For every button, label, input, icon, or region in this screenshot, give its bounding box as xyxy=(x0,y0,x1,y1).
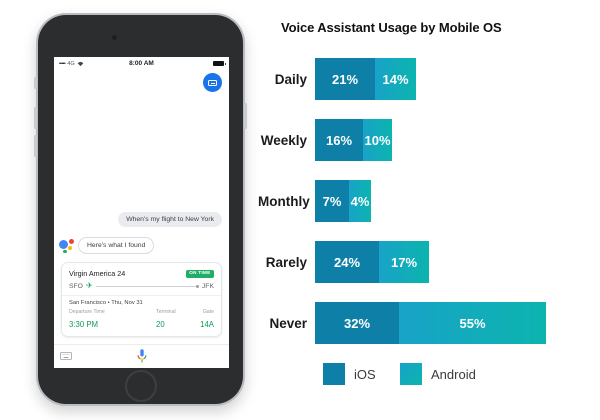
bar-category-label: Rarely xyxy=(265,254,307,270)
assistant-chat-bubble: Here's what I found xyxy=(78,237,155,254)
flight-route: SFO ✈ JFK xyxy=(69,282,214,290)
bar-segment: 55% xyxy=(399,302,546,344)
chart-bar-row: Rarely 24% 17% xyxy=(258,241,593,283)
battery-icon xyxy=(213,61,226,66)
bar-track: 16% 10% xyxy=(315,119,392,161)
bar-value-label: 4% xyxy=(350,193,370,209)
phone-body: ••••• 4G 8:00 AM When's my flight to New… xyxy=(34,15,247,404)
google-assistant-icon xyxy=(59,238,74,254)
bar-category-label: Daily xyxy=(274,71,307,87)
phone-screen: ••••• 4G 8:00 AM When's my flight to New… xyxy=(54,57,229,368)
flight-card-header: Virgin America 24 ON TIME xyxy=(69,269,214,278)
gate-label: Gate xyxy=(202,309,214,315)
chart-bar-row: Daily 21% 14% xyxy=(258,58,593,100)
status-badge: ON TIME xyxy=(185,269,214,278)
volume-down-button[interactable] xyxy=(34,135,37,157)
bar-segment: 14% xyxy=(375,58,416,100)
status-bar: ••••• 4G 8:00 AM xyxy=(54,57,229,70)
assistant-row: Here's what I found xyxy=(59,237,155,254)
flight-detail-values: 3:30 PM 20 14A xyxy=(69,318,214,329)
bar-track: 32% 55% xyxy=(315,302,546,344)
bar-segment: 17% xyxy=(379,241,429,283)
gate-value: 14A xyxy=(200,320,214,329)
flight-subtitle: San Francisco • Thu, Nov 31 xyxy=(69,300,143,306)
status-left: ••••• 4G xyxy=(59,61,129,67)
terminal-value: 20 xyxy=(156,320,165,329)
flight-detail-labels: Departure Time Terminal Gate xyxy=(69,309,214,315)
legend-label-ios: iOS xyxy=(354,366,376,382)
power-button[interactable] xyxy=(244,103,247,129)
terminal-label: Terminal xyxy=(156,309,176,315)
bar-value-label: 21% xyxy=(331,71,359,87)
plane-icon: ✈ xyxy=(85,281,93,290)
front-camera xyxy=(112,35,117,40)
volume-up-button[interactable] xyxy=(34,107,37,129)
mic-button[interactable] xyxy=(136,348,148,365)
bar-value-label: 55% xyxy=(459,315,486,331)
inbox-button[interactable] xyxy=(203,73,222,92)
status-right xyxy=(154,61,226,66)
legend-swatch-ios xyxy=(323,363,345,385)
destination-code: JFK xyxy=(201,282,214,290)
clock-label: 8:00 AM xyxy=(129,60,154,67)
network-type-label: 4G xyxy=(67,60,75,67)
bar-segment: 24% xyxy=(315,241,379,283)
voice-assistant-chart: Voice Assistant Usage by Mobile OS Daily… xyxy=(258,20,593,385)
home-button[interactable] xyxy=(124,370,157,402)
bar-value-label: 17% xyxy=(390,254,418,270)
bar-segment: 21% xyxy=(315,58,375,100)
input-bar xyxy=(54,344,229,368)
bar-segment: 16% xyxy=(315,119,363,161)
legend-item-ios: iOS xyxy=(323,363,383,385)
departure-value: 3:30 PM xyxy=(69,320,99,329)
bar-track: 24% 17% xyxy=(315,241,429,283)
flight-card[interactable]: Virgin America 24 ON TIME SFO ✈ JFK San … xyxy=(61,262,222,337)
inbox-icon xyxy=(208,79,217,86)
bar-value-label: 10% xyxy=(364,132,391,148)
bar-segment: 7% xyxy=(315,180,349,222)
legend-item-android: Android xyxy=(400,363,476,385)
flight-title: Virgin America 24 xyxy=(69,269,126,278)
bar-value-label: 32% xyxy=(343,315,371,331)
signal-strength-icon: ••••• xyxy=(59,60,66,67)
chart-title: Voice Assistant Usage by Mobile OS xyxy=(281,20,502,35)
departure-label: Departure Time xyxy=(69,309,105,315)
chart-bar-row: Weekly 16% 10% xyxy=(258,119,593,161)
bar-category-label: Monthly xyxy=(258,193,310,209)
bar-value-label: 14% xyxy=(382,71,409,87)
keyboard-button[interactable] xyxy=(60,352,72,360)
phone-mockup: ••••• 4G 8:00 AM When's my flight to New… xyxy=(34,13,247,406)
mute-switch[interactable] xyxy=(34,77,37,89)
chart-legend: iOS Android xyxy=(323,363,593,385)
bar-segment: 4% xyxy=(349,180,371,222)
bar-track: 7% 4% xyxy=(315,180,371,222)
user-chat-bubble: When's my flight to New York xyxy=(118,212,222,227)
bar-segment: 10% xyxy=(363,119,392,161)
chart-bar-row: Never 32% 55% xyxy=(258,302,593,344)
legend-swatch-android xyxy=(400,363,422,385)
chart-bar-row: Monthly 7% 4% xyxy=(258,180,593,222)
divider xyxy=(62,295,221,296)
bar-value-label: 16% xyxy=(325,132,353,148)
bar-category-label: Never xyxy=(269,315,307,331)
bar-value-label: 7% xyxy=(322,193,342,209)
bar-value-label: 24% xyxy=(333,254,361,270)
bar-category-label: Weekly xyxy=(260,132,307,148)
wifi-icon xyxy=(77,61,83,66)
bar-segment: 32% xyxy=(315,302,399,344)
chart-rows: Daily 21% 14% Weekly 16% 10% Monthly 7% xyxy=(258,58,593,344)
bar-track: 21% 14% xyxy=(315,58,416,100)
legend-label-android: Android xyxy=(431,366,476,382)
route-line xyxy=(95,284,200,288)
origin-code: SFO xyxy=(69,282,83,290)
